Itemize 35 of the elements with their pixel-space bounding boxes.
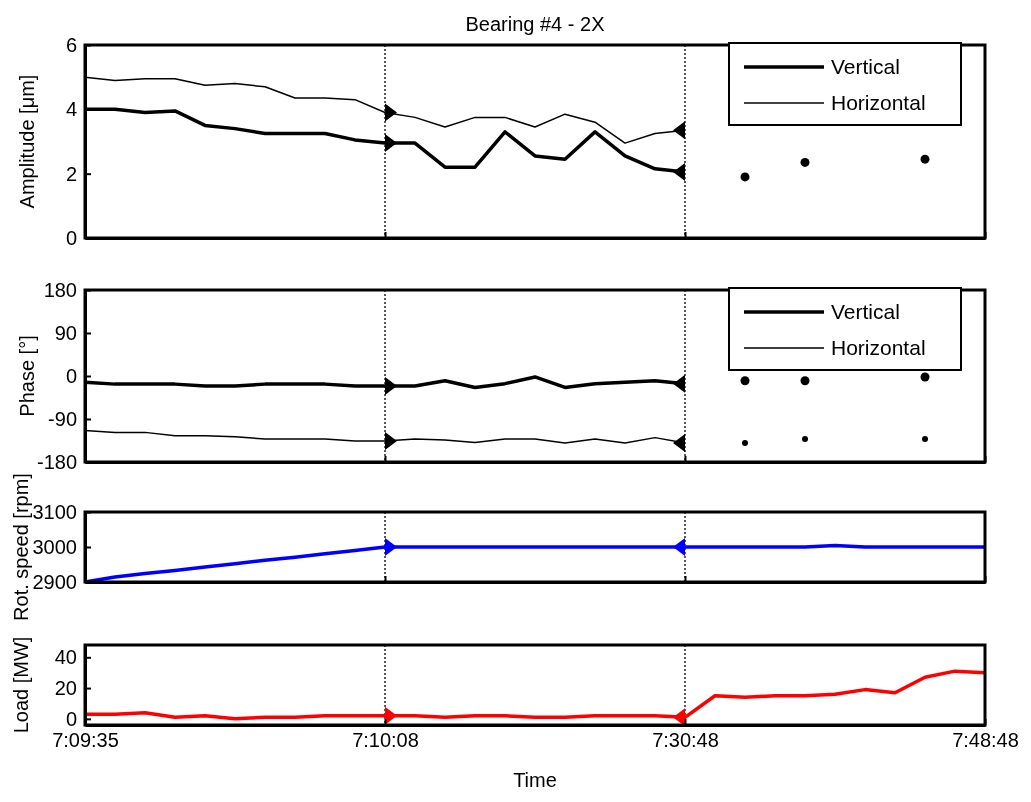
y-axis-title: Load [MW] — [10, 636, 32, 734]
x-tick-label: 7:10:08 — [352, 729, 419, 752]
y-tick-label: 4 — [65, 98, 77, 121]
x-axis-title: Time — [513, 769, 557, 791]
y-tick-label: 2 — [65, 162, 77, 185]
y-tick-label: 180 — [43, 278, 77, 301]
x-tick-label: 7:09:35 — [52, 729, 119, 752]
point — [802, 436, 808, 443]
point — [742, 439, 748, 446]
y-tick-label: 20 — [54, 676, 77, 699]
legend-label: Horizontal — [831, 91, 926, 114]
y-tick-label: 6 — [65, 33, 77, 56]
y-axis-title: Rot. speed [rpm] — [10, 473, 32, 621]
y-tick-label: 3100 — [32, 500, 77, 523]
y-tick-label: 0 — [65, 364, 77, 387]
point — [740, 376, 750, 386]
point — [920, 372, 930, 382]
point — [922, 436, 928, 443]
y-tick-label: 3000 — [32, 535, 77, 558]
legend-label: Vertical — [831, 55, 900, 78]
y-tick-label: 0 — [65, 707, 77, 730]
legend-label: Vertical — [831, 300, 900, 323]
y-axis-title: Amplitude [μm] — [16, 74, 38, 209]
point — [800, 376, 810, 386]
y-tick-label: 2900 — [32, 570, 77, 593]
y-tick-label: -90 — [48, 407, 77, 430]
y-tick-label: 90 — [54, 321, 77, 344]
x-tick-label: 7:30:48 — [652, 729, 719, 752]
y-tick-label: -180 — [36, 450, 77, 473]
y-tick-label: 40 — [54, 646, 77, 669]
x-tick-label: 7:48:48 — [952, 729, 1019, 752]
chart-title: Bearing #4 - 2X — [465, 13, 605, 35]
y-tick-label: 0 — [65, 226, 77, 249]
legend-label: Horizontal — [831, 336, 926, 359]
y-axis-title: Phase [°] — [16, 335, 38, 417]
